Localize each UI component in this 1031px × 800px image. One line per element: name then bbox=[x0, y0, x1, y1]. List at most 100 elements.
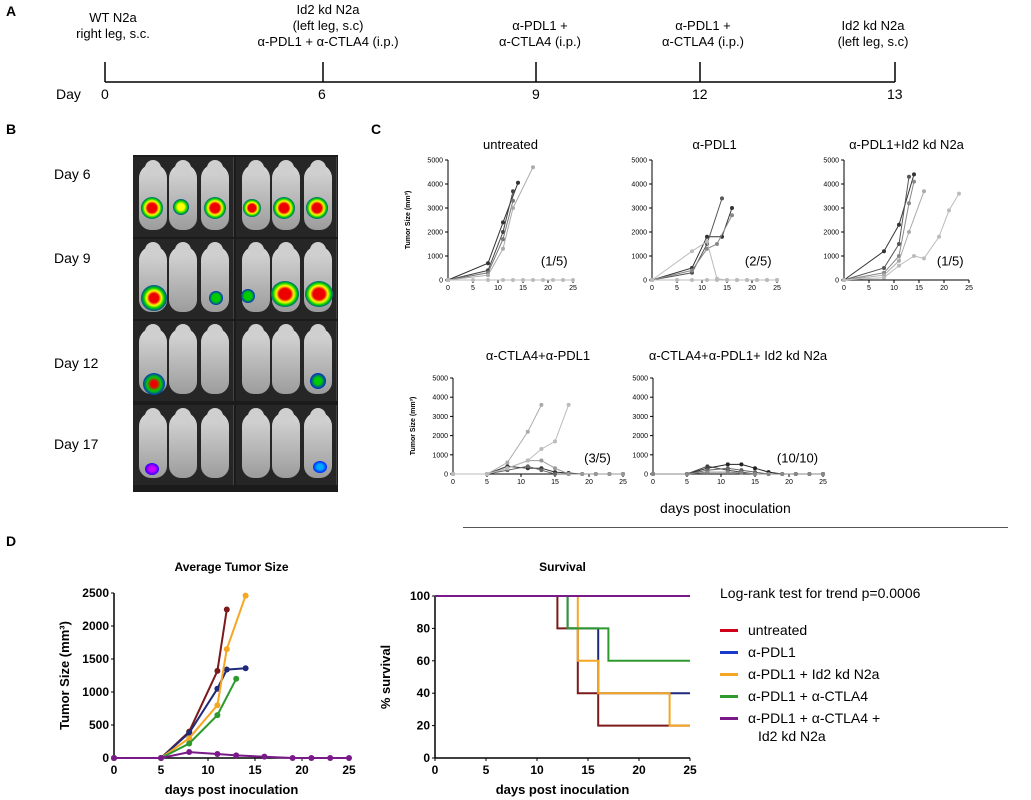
data-point bbox=[446, 278, 450, 282]
survival-legend: untreated α-PDL1 α-PDL1 + Id2 kd N2a α-P… bbox=[720, 620, 950, 748]
x-tick-label: 20 bbox=[940, 285, 948, 292]
signal-spot bbox=[173, 199, 189, 215]
panel-letter-a: A bbox=[6, 3, 17, 19]
x-tick-label: 10 bbox=[717, 479, 725, 486]
signal-spot bbox=[243, 199, 261, 217]
event-line: right leg, s.c. bbox=[76, 26, 150, 41]
y-tick-label: 3000 bbox=[631, 206, 647, 213]
data-point bbox=[650, 278, 654, 282]
y-tick-label: 2000 bbox=[632, 433, 648, 440]
data-point bbox=[261, 753, 268, 760]
y-tick-label: 5000 bbox=[823, 158, 839, 165]
y-tick-label: 1000 bbox=[631, 254, 647, 261]
data-point bbox=[511, 206, 515, 210]
data-point bbox=[233, 752, 240, 759]
survival-annotation: (10/10) bbox=[777, 450, 818, 465]
x-tick-label: 25 bbox=[965, 285, 973, 292]
x-tick-label: 5 bbox=[685, 479, 689, 486]
data-point bbox=[566, 402, 571, 407]
data-point bbox=[735, 278, 739, 282]
data-point bbox=[571, 278, 575, 282]
timeline-event-day6: Id2 kd N2a (left leg, s.c) α-PDL1 + α-CT… bbox=[257, 2, 398, 50]
x-tick-label: 15 bbox=[519, 285, 527, 292]
data-point bbox=[539, 468, 544, 473]
signal-spot bbox=[271, 281, 299, 307]
y-tick-label: 0 bbox=[423, 751, 430, 765]
imaging-day-label: Day 6 bbox=[54, 166, 91, 182]
y-tick-label: 2500 bbox=[82, 586, 109, 600]
series-line bbox=[114, 751, 349, 759]
data-point bbox=[907, 201, 911, 206]
data-point bbox=[505, 460, 510, 465]
x-tick-label: 10 bbox=[530, 763, 544, 777]
data-point bbox=[675, 278, 679, 282]
data-point bbox=[755, 278, 759, 282]
data-point bbox=[214, 712, 221, 719]
chart-average-tumor-size: Average Tumor Size 0 5 10 15 20 25 0 500 1000 1500… bbox=[57, 560, 356, 797]
data-point bbox=[690, 249, 694, 254]
data-point bbox=[289, 755, 296, 761]
series-line bbox=[843, 176, 910, 281]
data-point bbox=[541, 278, 545, 282]
x-tick-label: 20 bbox=[585, 479, 593, 486]
data-point bbox=[486, 261, 490, 266]
data-point bbox=[505, 466, 510, 471]
timeline-tick-6: 6 bbox=[318, 86, 326, 102]
survival-annotation: (1/5) bbox=[541, 254, 568, 269]
x-tick-label: 20 bbox=[295, 763, 309, 777]
data-point bbox=[223, 666, 230, 673]
data-point bbox=[912, 254, 916, 258]
data-point bbox=[242, 592, 249, 599]
y-tick-label: 5000 bbox=[432, 376, 448, 383]
legend-label: α-PDL1 + α-CTLA4 bbox=[748, 688, 869, 704]
timeline-tick-9: 9 bbox=[532, 86, 540, 102]
y-tick-label: 80 bbox=[417, 621, 431, 635]
series-line bbox=[453, 465, 623, 475]
data-point bbox=[765, 278, 769, 282]
data-point bbox=[715, 278, 719, 282]
y-tick-label: 1000 bbox=[82, 685, 109, 699]
data-point bbox=[486, 278, 490, 282]
y-tick-label: 0 bbox=[444, 472, 448, 479]
data-point bbox=[882, 249, 886, 254]
data-point bbox=[561, 278, 565, 282]
series-line bbox=[447, 200, 514, 281]
chart-title: untreated bbox=[483, 137, 538, 152]
event-line: α-PDL1 + bbox=[675, 18, 731, 33]
data-point bbox=[690, 278, 694, 282]
data-point bbox=[186, 729, 193, 736]
x-tick-label: 0 bbox=[451, 479, 455, 486]
y-tick-label: 2000 bbox=[427, 230, 443, 237]
data-point bbox=[705, 278, 709, 282]
panel-c-xlabel: days post inoculation bbox=[660, 500, 791, 516]
data-point bbox=[821, 472, 825, 476]
y-tick-label: 60 bbox=[417, 654, 431, 668]
data-point bbox=[739, 471, 744, 476]
x-tick-label: 15 bbox=[915, 285, 923, 292]
data-point bbox=[690, 268, 694, 273]
data-point bbox=[580, 472, 585, 476]
y-tick-label: 2000 bbox=[432, 433, 448, 440]
data-point bbox=[531, 278, 535, 282]
y-tick-label: 1500 bbox=[82, 652, 109, 666]
series-line bbox=[843, 174, 915, 281]
x-tick-label: 25 bbox=[619, 479, 627, 486]
panel-letter-d: D bbox=[6, 533, 17, 549]
x-tick-label: 25 bbox=[569, 285, 577, 292]
chart-title: Survival bbox=[539, 560, 586, 574]
data-point bbox=[807, 472, 812, 476]
y-tick-label: 0 bbox=[835, 278, 839, 285]
x-tick-label: 5 bbox=[158, 763, 165, 777]
y-tick-label: 3000 bbox=[432, 414, 448, 421]
series-line bbox=[453, 465, 623, 475]
data-point bbox=[308, 755, 315, 761]
signal-spot bbox=[306, 197, 328, 219]
legend-swatch bbox=[720, 673, 738, 676]
data-point bbox=[715, 242, 719, 246]
signal-spot bbox=[145, 463, 159, 475]
legend-swatch bbox=[720, 717, 738, 720]
chart-title: Average Tumor Size bbox=[174, 560, 288, 574]
survival-annotation: (1/5) bbox=[937, 254, 964, 269]
data-point bbox=[186, 735, 193, 742]
data-point bbox=[621, 472, 625, 476]
